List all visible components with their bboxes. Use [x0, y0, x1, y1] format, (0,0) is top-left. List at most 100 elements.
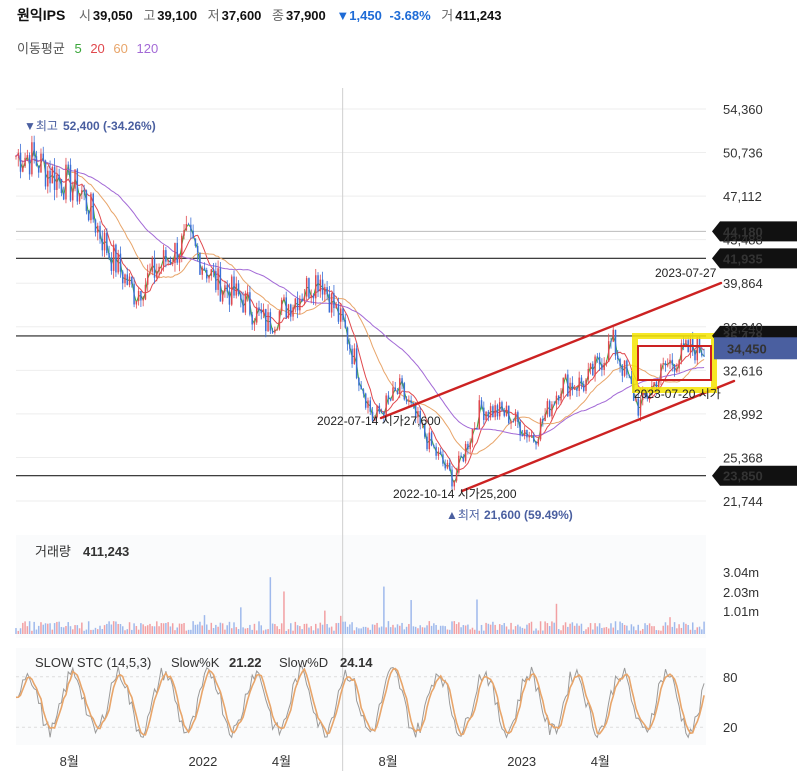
- candle-body: [333, 293, 335, 309]
- candle-body: [165, 250, 167, 262]
- volume-bar: [78, 628, 81, 634]
- candle-body: [669, 359, 671, 364]
- candle-body: [626, 360, 628, 375]
- candle-body: [464, 443, 467, 462]
- volume-bar: [94, 627, 97, 634]
- candle-body: [183, 230, 185, 236]
- volume-bar: [639, 630, 642, 634]
- volume-bar: [156, 621, 158, 634]
- candle-body: [271, 330, 274, 333]
- volume-bar: [676, 628, 678, 634]
- candle-body: [230, 276, 233, 305]
- volume-bar: [480, 624, 483, 634]
- volume-bar: [510, 622, 512, 634]
- price-tick-label: 43,488: [723, 233, 763, 248]
- volume-bar: [533, 630, 535, 634]
- candle-body: [557, 395, 560, 401]
- volume-bar: [169, 626, 172, 634]
- volume-bar: [151, 626, 154, 634]
- volume-bar: [81, 622, 83, 634]
- volume-bar: [305, 623, 308, 634]
- level-price-tag: [712, 465, 797, 486]
- candle-body: [181, 235, 183, 256]
- candle-body: [496, 405, 499, 417]
- volume-bar: [185, 630, 188, 634]
- volume-bar: [635, 630, 637, 634]
- price-tick-label: 39,864: [723, 276, 763, 291]
- candle-body: [614, 329, 617, 356]
- candle-body: [385, 395, 387, 418]
- candle-body: [262, 309, 265, 314]
- volume-bar: [612, 627, 614, 634]
- volume-bar: [617, 630, 619, 634]
- volume-bar: [301, 629, 303, 634]
- level-price-label: 44,180: [723, 224, 763, 239]
- candle-body: [355, 348, 358, 379]
- candle-body: [664, 363, 667, 366]
- candle-body: [303, 296, 306, 301]
- volume-bar: [83, 630, 85, 634]
- moving-average-legend[interactable]: 이동평균 5 20 60 120: [17, 38, 163, 57]
- volume-bar: [128, 622, 131, 634]
- candle-body: [51, 167, 54, 184]
- candle-body: [337, 304, 340, 322]
- volume-bar: [260, 625, 263, 634]
- candle-body: [315, 275, 317, 299]
- candle-body: [576, 387, 578, 391]
- candle-body: [99, 225, 101, 239]
- volume-bar: [494, 624, 496, 634]
- volume-bar: [87, 621, 90, 634]
- candle-body: [539, 418, 542, 440]
- volume-bar: [587, 627, 590, 634]
- volume-bar: [701, 629, 703, 634]
- candle-body: [567, 374, 569, 397]
- candle-body: [17, 152, 20, 156]
- volume-bar: [621, 623, 624, 634]
- candle-body: [206, 269, 208, 279]
- candle-body: [187, 224, 190, 226]
- volume-bar: [664, 622, 667, 634]
- candle-body: [617, 355, 619, 360]
- volume-bar: [206, 624, 208, 634]
- candle-body: [628, 374, 630, 376]
- candle-body: [376, 405, 378, 418]
- stock-name[interactable]: 원익IPS: [17, 7, 66, 23]
- candle-body: [305, 278, 308, 297]
- volume-bar: [324, 610, 326, 634]
- volume-bar: [567, 626, 569, 634]
- candle-body: [224, 285, 226, 292]
- volume-bar: [498, 624, 501, 634]
- volume-bar: [517, 624, 519, 634]
- volume-bar: [396, 624, 399, 634]
- volume-bar: [537, 630, 540, 634]
- candle-body: [160, 266, 163, 268]
- volume-bar: [471, 627, 474, 634]
- candle-body: [171, 263, 174, 265]
- volume-bar: [476, 599, 478, 634]
- volume-bar: [598, 623, 601, 634]
- candle-body: [555, 395, 558, 405]
- candle-body: [210, 269, 213, 276]
- volume-bar: [594, 623, 596, 634]
- volume-bar: [519, 626, 521, 634]
- candle-body: [392, 387, 394, 401]
- candle-body: [537, 439, 540, 445]
- volume-bar: [319, 622, 322, 634]
- volume-bar: [101, 628, 104, 634]
- volume-bar: [251, 629, 253, 634]
- volume-bar: [131, 629, 133, 634]
- volume-bar: [140, 623, 142, 634]
- volume-bar: [351, 622, 353, 634]
- candle-body: [74, 169, 76, 189]
- volume-bar: [448, 629, 451, 634]
- candle-body: [367, 400, 369, 408]
- candle-body: [660, 364, 662, 380]
- volume-bar: [153, 626, 156, 634]
- candle-body: [362, 389, 365, 394]
- volume-bar: [428, 621, 431, 634]
- candle-body: [694, 349, 696, 361]
- volume-bar: [414, 626, 417, 634]
- volume-bar: [303, 623, 306, 634]
- candle-body: [144, 284, 147, 300]
